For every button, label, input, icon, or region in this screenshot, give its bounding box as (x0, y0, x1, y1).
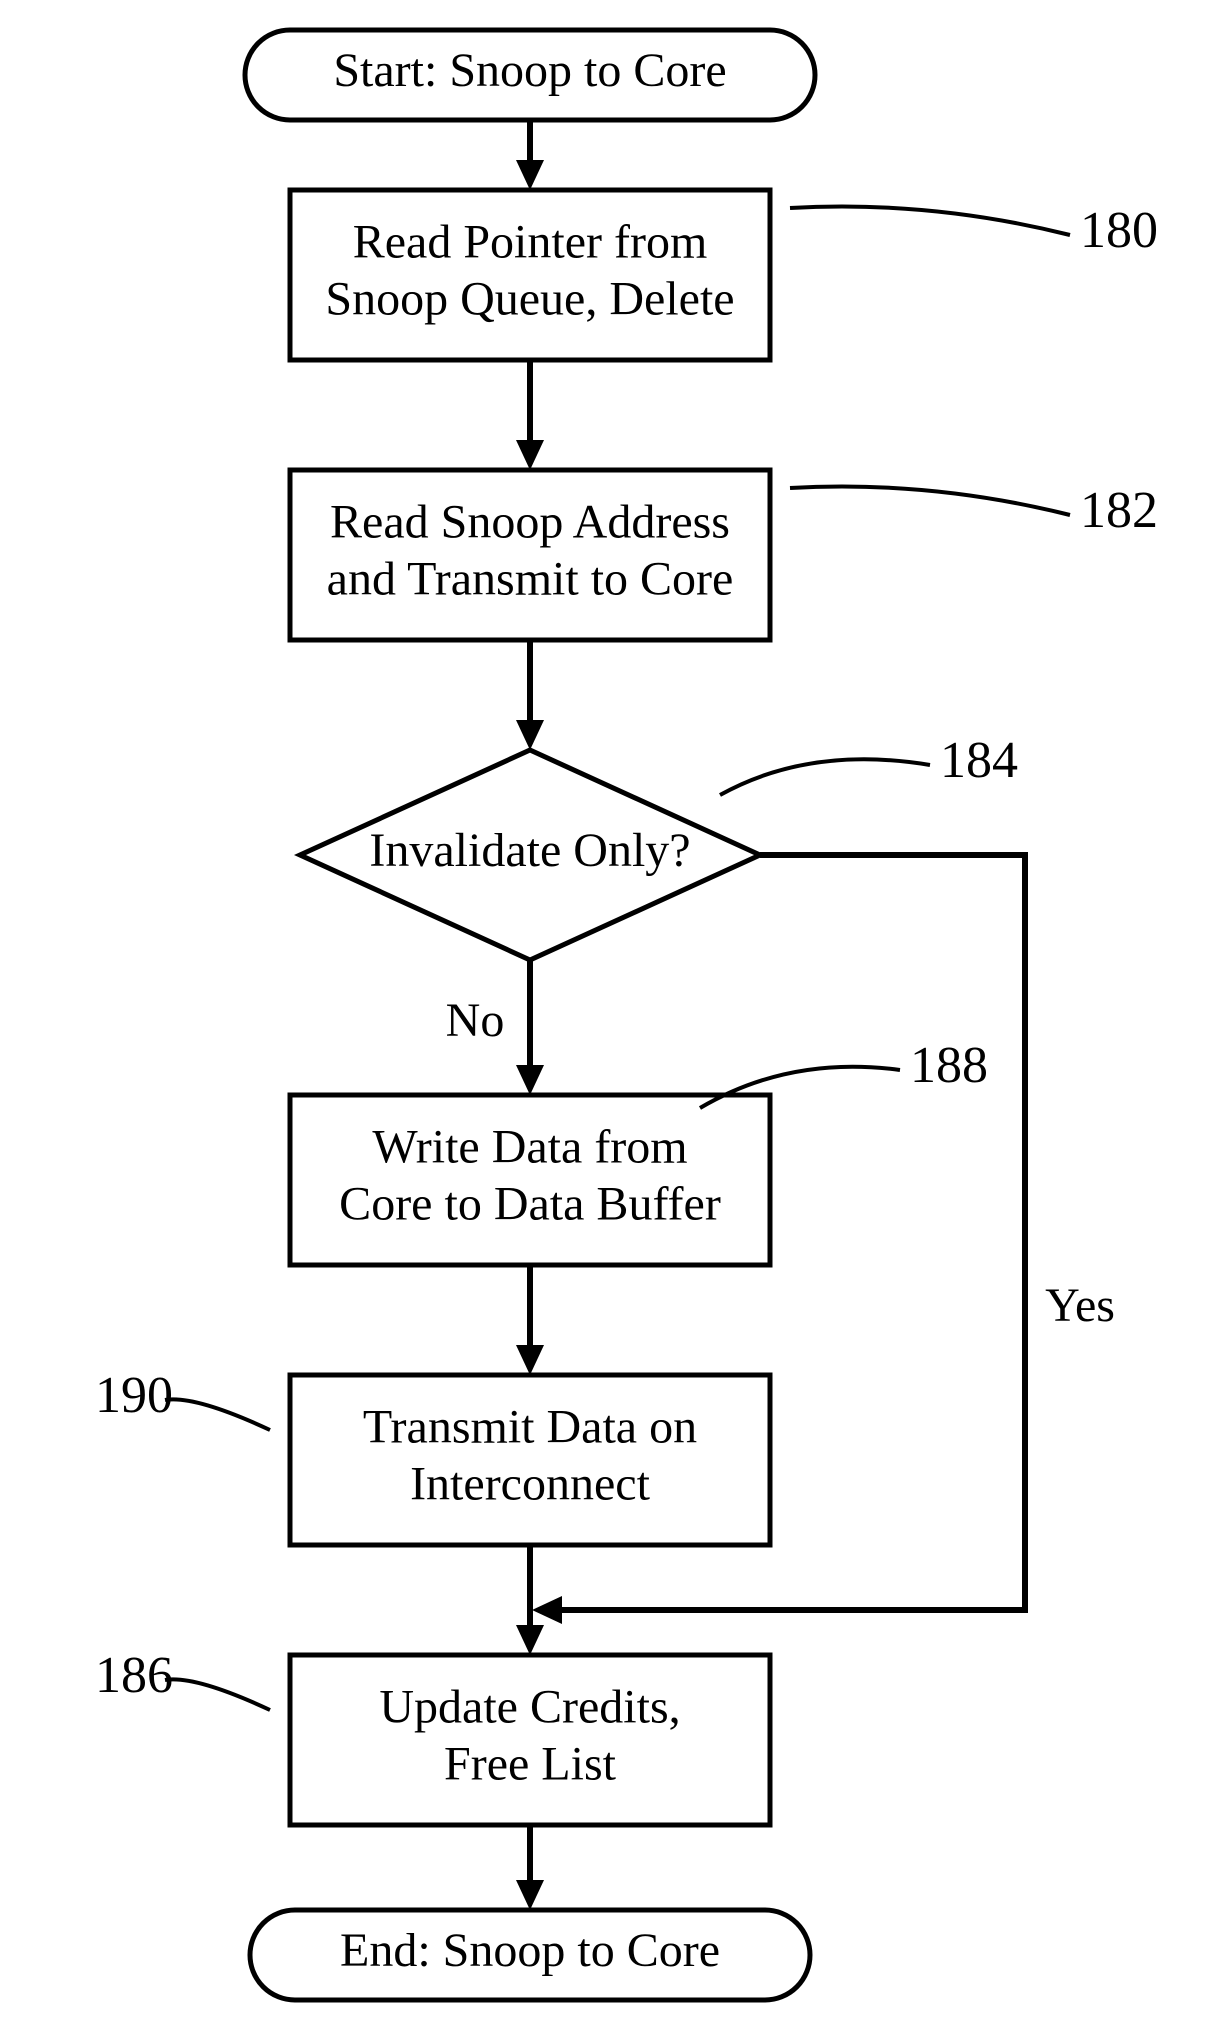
svg-text:Free List: Free List (444, 1737, 617, 1790)
ref-label-r180: 180 (1080, 202, 1158, 259)
end-terminator: End: Snoop to Core (250, 1910, 810, 2000)
start-terminator: Start: Snoop to Core (245, 30, 815, 120)
process-190: Transmit Data onInterconnect (290, 1375, 770, 1545)
svg-text:Core to Data Buffer: Core to Data Buffer (339, 1177, 721, 1230)
svg-text:Interconnect: Interconnect (410, 1457, 651, 1510)
svg-text:and Transmit to Core: and Transmit to Core (327, 552, 734, 605)
svg-text:Invalidate Only?: Invalidate Only? (369, 824, 690, 877)
svg-text:Transmit Data on: Transmit Data on (363, 1401, 697, 1454)
svg-text:Read Pointer from: Read Pointer from (353, 216, 708, 269)
ref-label-r188: 188 (910, 1037, 988, 1094)
process-186: Update Credits,Free List (290, 1655, 770, 1825)
ref-label-r186: 186 (95, 1647, 173, 1704)
process-180: Read Pointer fromSnoop Queue, Delete (290, 190, 770, 360)
process-182: Read Snoop Addressand Transmit to Core (290, 470, 770, 640)
ref-label-r184: 184 (940, 732, 1018, 789)
svg-text:End: Snoop to Core: End: Snoop to Core (340, 1924, 720, 1977)
svg-text:Read Snoop Address: Read Snoop Address (330, 496, 730, 549)
decision-184: Invalidate Only? (300, 750, 760, 960)
svg-text:Start: Snoop to Core: Start: Snoop to Core (333, 44, 726, 97)
edge-label-yes: Yes (1045, 1279, 1115, 1332)
ref-label-r182: 182 (1080, 482, 1158, 539)
process-188: Write Data fromCore to Data Buffer (290, 1095, 770, 1265)
svg-text:Write Data from: Write Data from (372, 1121, 687, 1174)
svg-text:Update Credits,: Update Credits, (379, 1681, 680, 1734)
flowchart-canvas: Start: Snoop to Core Read Pointer fromSno… (0, 0, 1227, 2026)
ref-label-r190: 190 (95, 1367, 173, 1424)
svg-text:Snoop Queue, Delete: Snoop Queue, Delete (325, 272, 734, 325)
edge-label-no: No (446, 994, 505, 1047)
